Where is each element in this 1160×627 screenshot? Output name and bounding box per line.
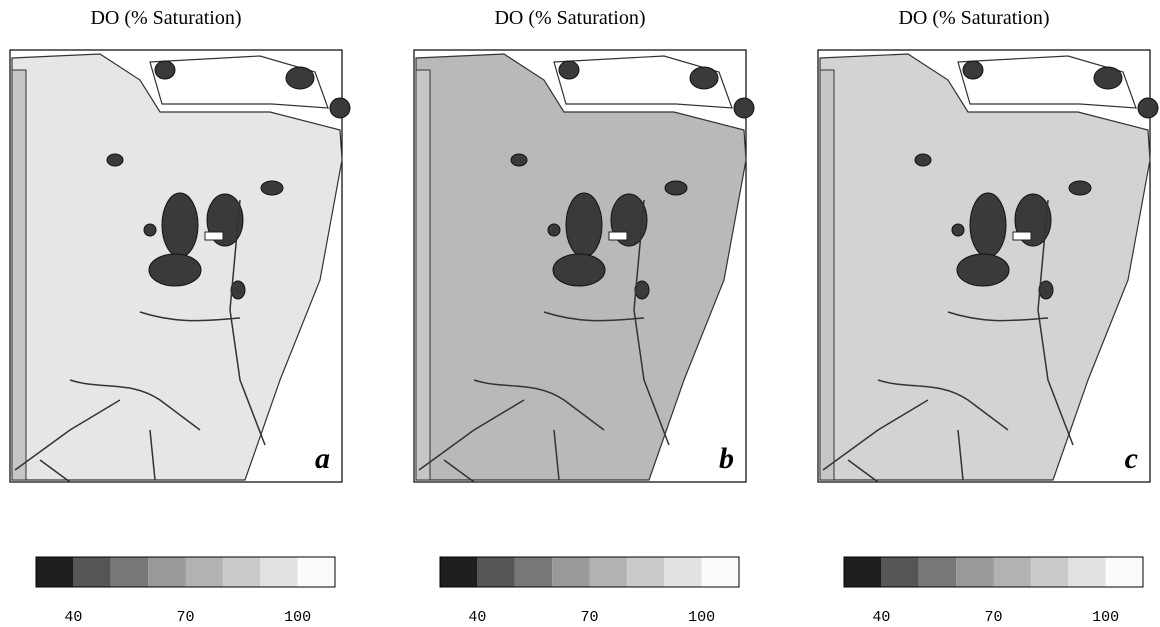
- colorbar-frame: [843, 556, 1144, 588]
- colorbar-tick-label: 40: [468, 609, 486, 626]
- low-do-spot: [547, 223, 561, 237]
- colorbar-segment: [844, 557, 882, 587]
- colorbar-segment: [552, 557, 590, 587]
- low-do-spot: [565, 192, 603, 258]
- low-do-spot: [329, 97, 351, 119]
- colorbar-segment: [440, 557, 478, 587]
- colorbar-segment: [664, 557, 702, 587]
- shore-strip: [819, 69, 835, 481]
- shore-strip: [415, 69, 431, 481]
- island: [149, 55, 329, 109]
- colorbar-frame: [35, 556, 336, 588]
- colorbar-segment: [918, 557, 957, 587]
- low-do-spot: [1093, 66, 1123, 90]
- panel-title: DO (% Saturation): [898, 7, 1049, 29]
- low-do-spot: [962, 60, 984, 80]
- shore-strip: [11, 69, 27, 481]
- low-do-spot: [285, 66, 315, 90]
- low-do-spot: [1068, 180, 1092, 196]
- colorbar-segment: [260, 557, 298, 587]
- low-do-spot: [1137, 97, 1159, 119]
- panel-letter: c: [1125, 442, 1138, 475]
- channel: [418, 199, 670, 483]
- feature: [204, 231, 224, 241]
- low-do-spot: [260, 180, 284, 196]
- colorbar-segment: [185, 557, 223, 587]
- low-do-spot: [733, 97, 755, 119]
- panel: DO (% Saturation) c 40 70 100: [817, 7, 1159, 626]
- colorbar-tick-label: 70: [984, 609, 1002, 626]
- low-do-spot: [664, 180, 688, 196]
- colorbar-tick-label: 70: [176, 609, 194, 626]
- colorbar-segment: [589, 557, 627, 587]
- colorbar-tick-label: 40: [64, 609, 82, 626]
- panel: DO (% Saturation) a 40 70 100: [9, 7, 351, 626]
- low-do-spot: [510, 153, 528, 167]
- colorbar-segment: [477, 557, 515, 587]
- island: [553, 55, 733, 109]
- low-do-spot: [143, 223, 157, 237]
- low-do-spot: [969, 192, 1007, 258]
- channel: [14, 199, 266, 483]
- colorbar-tick-label: 100: [688, 609, 715, 626]
- feature: [1012, 231, 1032, 241]
- colorbar-segment: [73, 557, 111, 587]
- low-do-spot: [689, 66, 719, 90]
- colorbar-segment: [1105, 557, 1143, 587]
- low-do-spot: [634, 280, 650, 300]
- low-do-spot: [558, 60, 580, 80]
- colorbar-segment: [148, 557, 186, 587]
- low-do-spot: [161, 192, 199, 258]
- low-do-spot: [106, 153, 124, 167]
- panel: DO (% Saturation) b 40 70 100: [413, 7, 755, 626]
- low-do-spot: [951, 223, 965, 237]
- channel: [822, 199, 1074, 483]
- colorbar-frame: [439, 556, 740, 588]
- colorbar-tick-label: 100: [284, 609, 311, 626]
- colorbar-segment: [297, 557, 335, 587]
- panel-letter: a: [315, 442, 330, 475]
- colorbar-segment: [36, 557, 74, 587]
- colorbar-segment: [222, 557, 261, 587]
- map: c: [817, 49, 1159, 483]
- map: a: [9, 49, 351, 483]
- low-do-spot: [1038, 280, 1054, 300]
- colorbar-segment: [626, 557, 665, 587]
- low-do-spot: [552, 253, 606, 287]
- colorbar-segment: [1068, 557, 1106, 587]
- panel-title: DO (% Saturation): [90, 7, 241, 29]
- colorbar-segment: [956, 557, 994, 587]
- feature: [608, 231, 628, 241]
- colorbar-segment: [881, 557, 919, 587]
- panel-letter: b: [719, 442, 734, 475]
- low-do-spot: [914, 153, 932, 167]
- colorbar-segment: [993, 557, 1031, 587]
- colorbar-tick-label: 40: [872, 609, 890, 626]
- colorbar-segment: [110, 557, 149, 587]
- island: [957, 55, 1137, 109]
- colorbar-tick-label: 70: [580, 609, 598, 626]
- map: b: [413, 49, 755, 483]
- colorbar-tick-label: 100: [1092, 609, 1119, 626]
- low-do-spot: [154, 60, 176, 80]
- low-do-spot: [230, 280, 246, 300]
- colorbar-segment: [1030, 557, 1069, 587]
- panel-title: DO (% Saturation): [494, 7, 645, 29]
- low-do-spot: [956, 253, 1010, 287]
- low-do-spot: [148, 253, 202, 287]
- colorbar-segment: [514, 557, 553, 587]
- colorbar-segment: [701, 557, 739, 587]
